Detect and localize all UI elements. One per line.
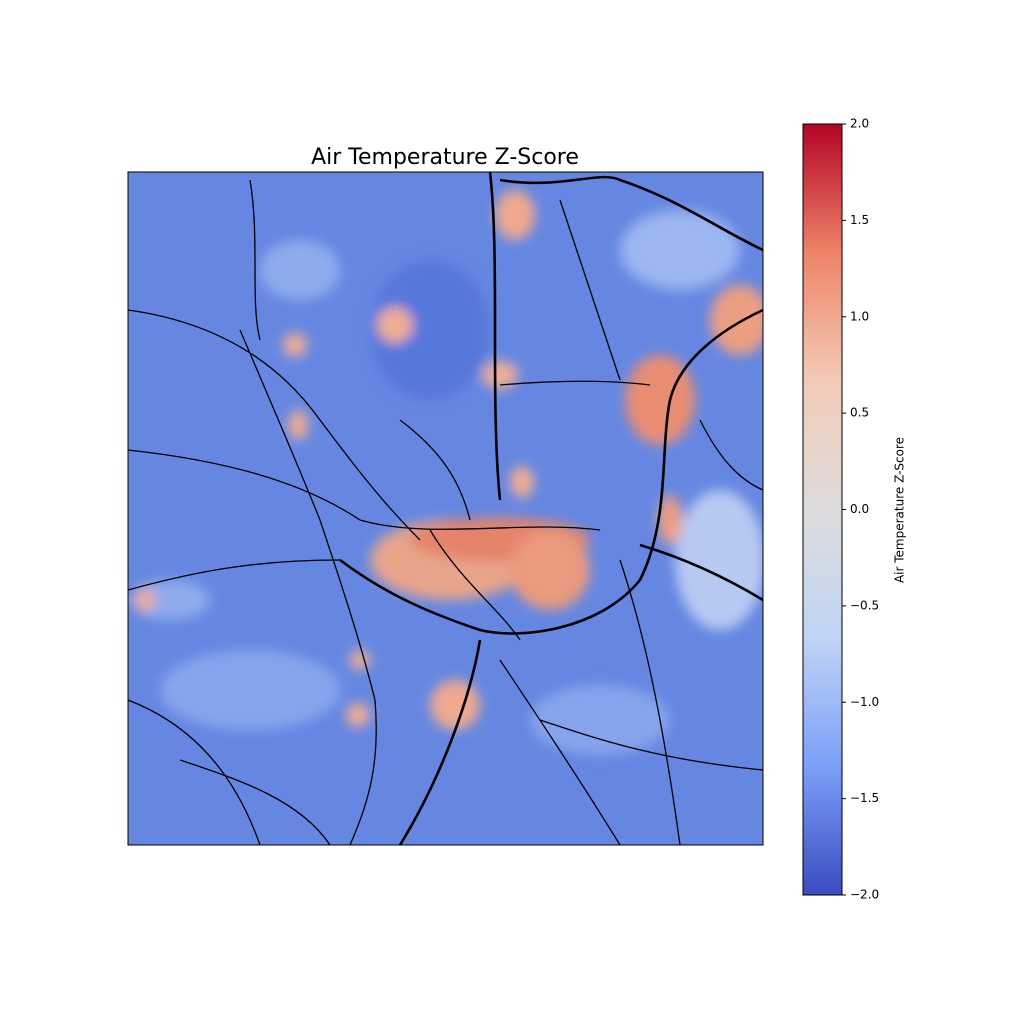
colorbar-label: Air Temperature Z-Score: [893, 437, 907, 583]
colorbar-tick-label: 0.5: [850, 406, 869, 420]
colorbar-tick-label: 0.0: [850, 502, 869, 516]
colorbar-tick-label: −0.5: [850, 598, 879, 612]
colorbar-tick-label: −2.0: [850, 888, 879, 902]
roads: [128, 172, 763, 845]
heat-patches: [130, 190, 763, 755]
colorbar-tick-label: 1.5: [850, 213, 869, 227]
colorbar-tick-label: 2.0: [850, 117, 869, 131]
map-title: Air Temperature Z-Score: [311, 145, 579, 170]
colorbar-tick-label: −1.0: [850, 695, 879, 709]
map-frame: [127, 171, 764, 846]
colorbar-tick-label: −1.5: [850, 791, 879, 805]
colorbar: [802, 123, 843, 896]
colorbar-tick-label: 1.0: [850, 309, 869, 323]
heat-map: [128, 172, 763, 845]
